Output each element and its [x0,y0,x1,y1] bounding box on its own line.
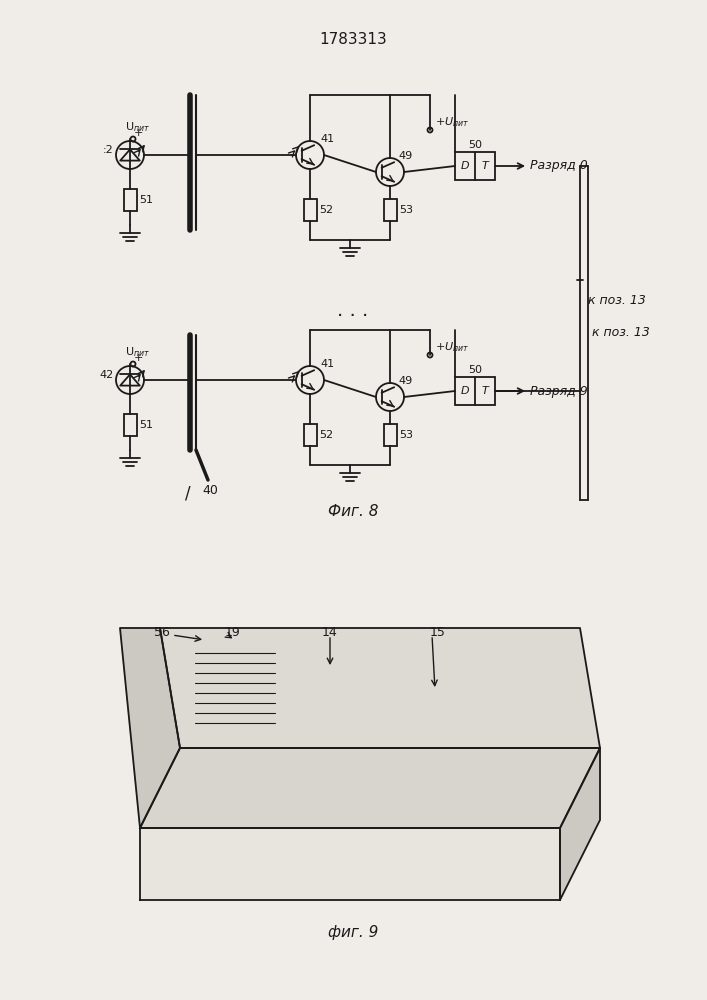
Polygon shape [140,748,600,828]
Text: 51: 51 [139,420,153,430]
Bar [303,199,317,221]
Text: D: D [461,161,469,171]
Bar [383,424,397,446]
Text: 52: 52 [319,205,333,215]
Text: 15: 15 [430,626,446,640]
Text: Фиг. 8: Фиг. 8 [328,504,378,520]
Bar [383,199,397,221]
Text: T: T [481,386,489,396]
Text: /: / [185,484,191,502]
Text: 50: 50 [468,365,482,375]
Text: фиг. 9: фиг. 9 [328,924,378,940]
Text: :2: :2 [103,145,114,155]
Text: U$_{пит}$: U$_{пит}$ [125,345,150,359]
Text: 56: 56 [154,626,170,640]
Text: 14: 14 [322,626,338,640]
Bar [339,712,353,719]
Text: 51: 51 [139,195,153,205]
Polygon shape [560,748,600,900]
Text: 49: 49 [398,151,412,161]
Bar [322,703,336,710]
Text: +$U_{пит}$: +$U_{пит}$ [435,115,469,129]
Bar [356,694,370,701]
Polygon shape [160,628,600,748]
Bar [339,721,353,728]
Text: D: D [461,386,469,396]
Bar [322,694,336,701]
Text: +: + [134,353,143,363]
Text: T: T [481,161,489,171]
Text: к поз. 13: к поз. 13 [592,326,650,340]
Bar [190,638,280,738]
Text: 40: 40 [202,484,218,496]
Bar [356,703,370,710]
Text: 42: 42 [100,370,114,380]
Text: 19: 19 [225,626,241,640]
Text: +$U_{пит}$: +$U_{пит}$ [435,340,469,354]
Bar [305,694,319,701]
Text: к поз. 13: к поз. 13 [588,294,646,306]
Text: 49: 49 [398,376,412,386]
Bar [300,668,360,688]
Bar [305,712,319,719]
Text: 53: 53 [399,205,413,215]
Polygon shape [140,828,560,900]
Text: 41: 41 [320,134,334,144]
Bar [124,414,136,436]
Text: 1783313: 1783313 [319,32,387,47]
Bar [339,703,353,710]
Bar [322,712,336,719]
Bar [455,152,495,180]
Bar [124,189,136,211]
Bar [305,703,319,710]
Text: +: + [134,128,143,138]
Polygon shape [120,628,180,828]
Bar [303,424,317,446]
Text: 53: 53 [399,430,413,440]
Text: U$_{пит}$: U$_{пит}$ [125,120,150,134]
Text: Разряд 9: Разряд 9 [530,384,588,397]
Text: 52: 52 [319,430,333,440]
Text: . . .: . . . [337,300,368,320]
Bar [356,721,370,728]
Bar [455,377,495,405]
Text: 41: 41 [320,359,334,369]
Bar [305,721,319,728]
Text: Разряд 0: Разряд 0 [530,159,588,172]
Bar [322,721,336,728]
Text: 50: 50 [468,140,482,150]
Bar [339,694,353,701]
Bar [356,712,370,719]
